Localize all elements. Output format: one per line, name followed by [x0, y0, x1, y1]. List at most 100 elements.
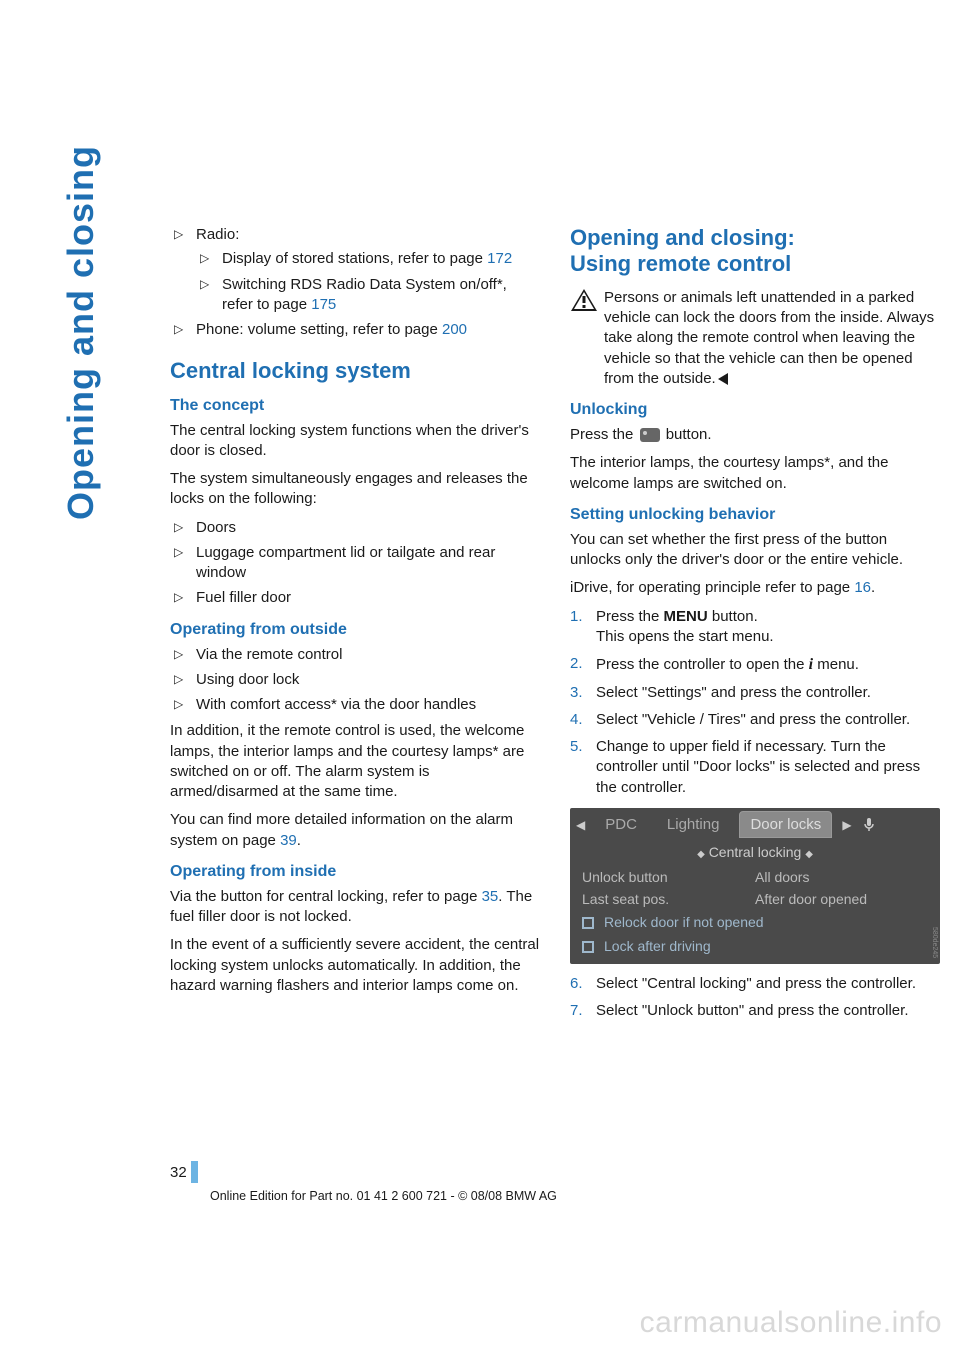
text: Via the button for central locking, refe…: [170, 888, 482, 905]
radio-label: Radio:: [196, 226, 239, 243]
step-item: 3. Select "Settings" and press the contro…: [570, 683, 940, 703]
step-item: 4. Select "Vehicle / Tires" and press the…: [570, 710, 940, 730]
step-item: 1. Press the MENU button. This opens the…: [570, 607, 940, 648]
text: Relock door if not opened: [604, 914, 764, 930]
idrive-tab-pdc: PDC: [595, 812, 647, 837]
list-item: Via the remote control: [170, 645, 540, 665]
heading-remote-control: Opening and closing: Using remote contro…: [570, 225, 940, 278]
text: Change to upper field if necessary. Turn…: [596, 738, 920, 796]
list-item: Phone: volume setting, refer to page 200: [170, 320, 540, 340]
step-item: 6.Select "Central locking" and press the…: [570, 974, 940, 994]
voice-icon: [862, 817, 876, 833]
text: Opening and closing:: [570, 225, 795, 250]
text: iDrive, for operating principle refer to…: [570, 579, 854, 596]
page-link[interactable]: 35: [482, 888, 499, 905]
warning-text: Persons or animals left unattended in a …: [604, 288, 940, 389]
subheading-unlocking: Unlocking: [570, 401, 940, 419]
heading-central-locking: Central locking system: [170, 358, 540, 384]
idrive-row: Last seat pos. After door opened: [570, 888, 940, 910]
page-link[interactable]: 172: [487, 250, 512, 267]
text: menu.: [813, 656, 859, 673]
paragraph: iDrive, for operating principle refer to…: [570, 578, 940, 598]
arrow-right-icon: ▶: [842, 818, 851, 832]
idrive-check-row: Lock after driving: [570, 934, 940, 964]
step-item: 7. Select "Unlock button" and press the c…: [570, 1001, 940, 1021]
list-item: Fuel filler door: [170, 588, 540, 608]
arrow-left-icon: ◀: [576, 818, 585, 832]
step-item: 5. Change to upper field if necessary. Tu…: [570, 737, 940, 798]
text: Phone: volume setting, refer to page: [196, 321, 442, 338]
text: Lock after driving: [604, 938, 711, 954]
idrive-tab-bar: ◀ PDC Lighting Door locks ▶: [570, 808, 940, 842]
list-item: Doors: [170, 518, 540, 538]
idrive-cell: All doors: [755, 869, 928, 885]
end-marker-icon: [718, 373, 728, 385]
page-link[interactable]: 200: [442, 321, 467, 338]
idrive-cell: Unlock button: [582, 869, 755, 885]
step-item: 2. Press the controller to open the i me…: [570, 654, 940, 676]
page-content: Radio: Display of stored stations, refer…: [170, 225, 940, 1028]
image-code: 580de245: [931, 927, 938, 958]
text: .: [297, 832, 301, 849]
text: Persons or animals left unattended in a …: [604, 289, 934, 387]
text: .: [871, 579, 875, 596]
idrive-row: Unlock button All doors: [570, 866, 940, 888]
page-number-bar: [191, 1161, 198, 1183]
text: You can find more detailed information o…: [170, 811, 513, 848]
remote-unlock-icon: [640, 428, 660, 442]
paragraph: Via the button for central locking, refe…: [170, 887, 540, 928]
page-link[interactable]: 39: [280, 832, 297, 849]
paragraph: You can set whether the first press of t…: [570, 530, 940, 571]
page-link[interactable]: 175: [311, 296, 336, 313]
list-item: With comfort access* via the door handle…: [170, 695, 540, 715]
subheading-inside: Operating from inside: [170, 863, 540, 881]
subheading-outside: Operating from outside: [170, 621, 540, 639]
step-number: 7.: [570, 1001, 583, 1021]
step-number: 2.: [570, 654, 583, 674]
step-number: 1.: [570, 607, 583, 627]
idrive-cell: Last seat pos.: [582, 891, 755, 907]
subheading-concept: The concept: [170, 397, 540, 415]
step-number: 5.: [570, 737, 583, 757]
text: Select "Settings" and press the controll…: [596, 684, 871, 701]
warning-block: Persons or animals left unattended in a …: [570, 288, 940, 389]
idrive-screenshot: ◀ PDC Lighting Door locks ▶ ◆ Central lo…: [570, 808, 940, 964]
text: This opens the start menu.: [596, 628, 774, 645]
list-item: Luggage compartment lid or tailgate and …: [170, 543, 540, 584]
list-item: Display of stored stations, refer to pag…: [196, 249, 540, 269]
paragraph: You can find more detailed information o…: [170, 810, 540, 851]
text: Select "Unlock button" and press the con…: [596, 1002, 909, 1019]
paragraph: The central locking system functions whe…: [170, 421, 540, 462]
text: Select "Vehicle / Tires" and press the c…: [596, 711, 910, 728]
idrive-cell: After door opened: [755, 891, 928, 907]
list-item: Radio: Display of stored stations, refer…: [170, 225, 540, 315]
step-number: 3.: [570, 683, 583, 703]
page-number: 32: [170, 1161, 198, 1183]
page-link[interactable]: 16: [854, 579, 871, 596]
idrive-check-row: Relock door if not opened: [570, 910, 940, 934]
text: button.: [708, 608, 758, 625]
text: Press the: [596, 608, 664, 625]
checkbox-icon: [582, 941, 594, 953]
list-item: Using door lock: [170, 670, 540, 690]
section-side-label: Opening and closing: [60, 145, 102, 520]
text: Switching RDS Radio Data System on/off*,…: [222, 276, 507, 313]
right-column: Opening and closing: Using remote contro…: [570, 225, 940, 1028]
left-column: Radio: Display of stored stations, refer…: [170, 225, 540, 1028]
subheading-setting: Setting unlocking behavior: [570, 506, 940, 524]
text: Press the: [570, 426, 638, 443]
paragraph: In the event of a sufficiently severe ac…: [170, 935, 540, 996]
watermark: carmanualsonline.info: [640, 1306, 942, 1340]
text: button.: [662, 426, 712, 443]
page-number-value: 32: [170, 1164, 187, 1181]
text: Display of stored stations, refer to pag…: [222, 250, 487, 267]
footer-text: Online Edition for Part no. 01 41 2 600 …: [210, 1189, 557, 1203]
text: Central locking: [709, 844, 802, 860]
idrive-tab-doorlocks: Door locks: [739, 811, 832, 838]
text: Select "Central locking" and press the c…: [596, 975, 916, 992]
paragraph: The system simultaneously engages and re…: [170, 469, 540, 510]
step-number: 4.: [570, 710, 583, 730]
checkbox-icon: [582, 917, 594, 929]
text: Using remote control: [570, 251, 791, 276]
idrive-tab-lighting: Lighting: [657, 812, 730, 837]
